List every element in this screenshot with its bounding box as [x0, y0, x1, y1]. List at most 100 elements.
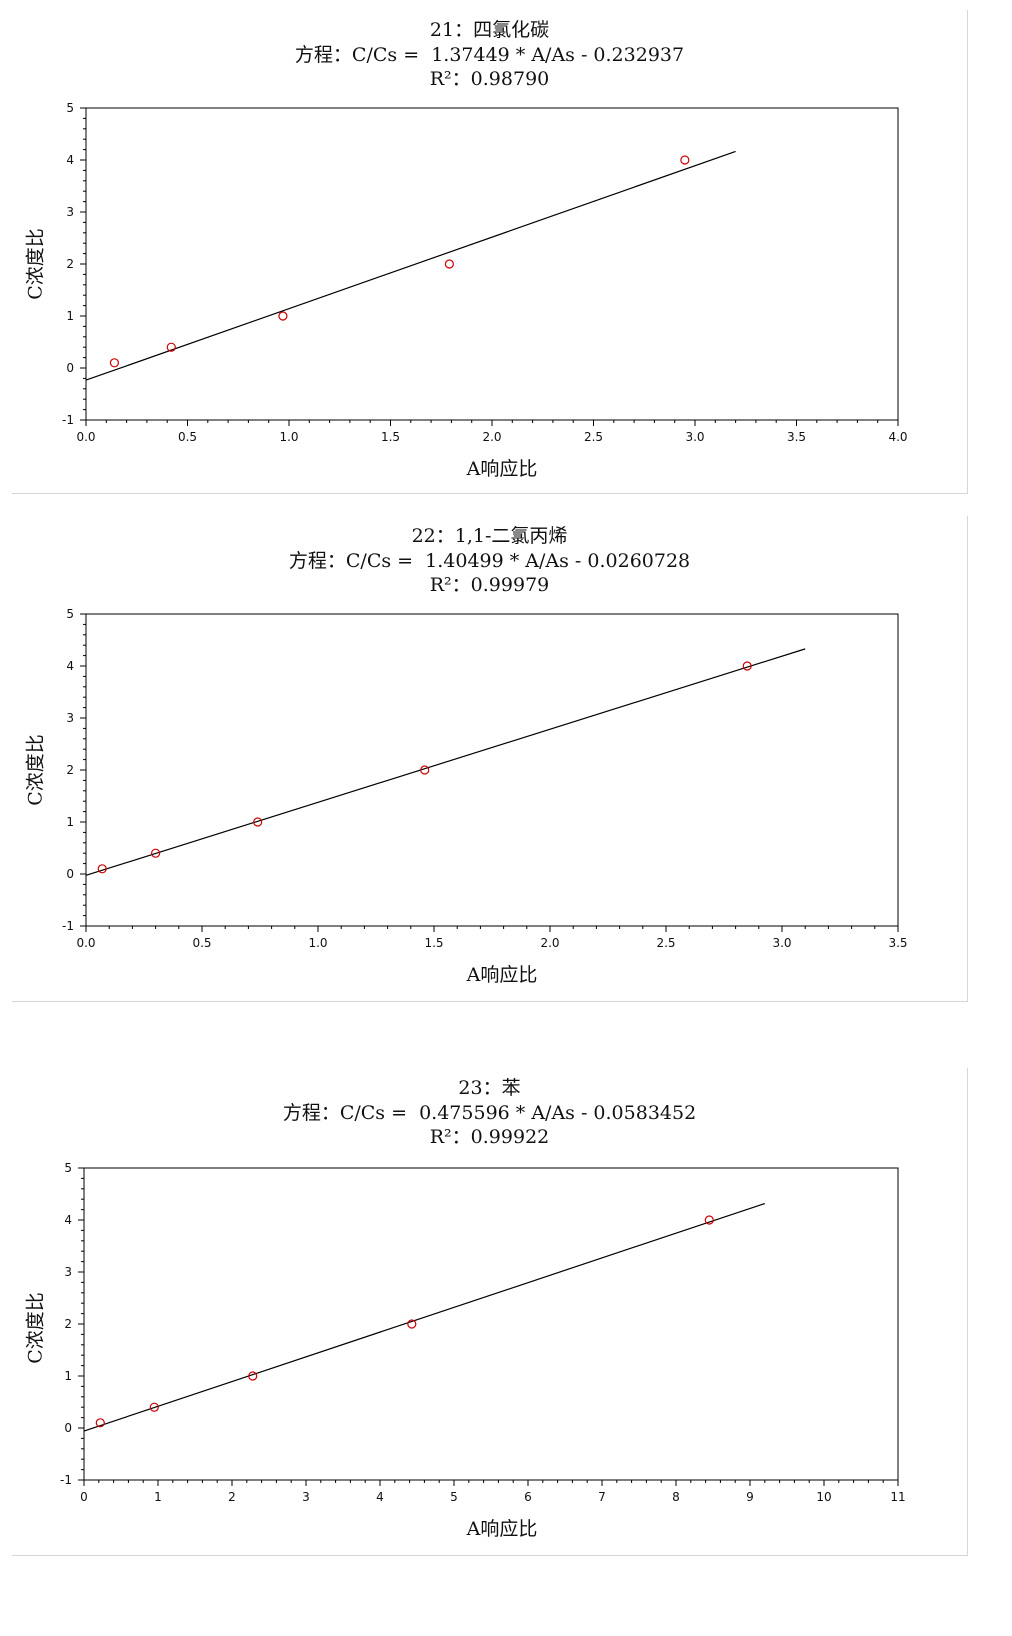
- x-tick-label: 7: [598, 1490, 606, 1504]
- r2-label: R²：: [429, 574, 471, 596]
- equation-label: 方程：: [282, 1102, 340, 1124]
- x-tick-label: 0.5: [178, 430, 197, 444]
- x-tick-label: 3.5: [787, 430, 806, 444]
- y-tick-label: 2: [64, 1317, 72, 1331]
- y-tick-label: 4: [66, 659, 74, 673]
- equation-line: 方程：C/Cs = 1.40499 * A/As - 0.0260728: [12, 549, 967, 574]
- x-tick-label: 1.5: [424, 936, 443, 950]
- x-tick-label: 3.0: [772, 936, 791, 950]
- data-point: [680, 155, 690, 165]
- y-tick-label: 3: [66, 205, 74, 219]
- data-point: [253, 817, 263, 827]
- equation-text: C/Cs = 1.40499 * A/As - 0.0260728: [345, 550, 691, 572]
- r2-value: 0.99979: [470, 574, 550, 596]
- chart-panel-2: 22：1,1-二氯丙烯 方程：C/Cs = 1.40499 * A/As - 0…: [12, 516, 968, 1002]
- data-point: [407, 1319, 417, 1329]
- chart-title: 21：四氯化碳: [429, 19, 550, 41]
- r2-label: R²：: [429, 1126, 471, 1148]
- x-tick-label: 11: [890, 1490, 905, 1504]
- y-tick-label: 4: [64, 1213, 72, 1227]
- equation-text: C/Cs = 1.37449 * A/As - 0.232937: [351, 44, 685, 66]
- chart-panel-1: 21：四氯化碳 方程：C/Cs = 1.37449 * A/As - 0.232…: [12, 10, 968, 494]
- x-tick-label: 4.0: [888, 430, 907, 444]
- x-tick-label: 0: [80, 1490, 88, 1504]
- x-tick-label: 0.0: [76, 936, 95, 950]
- x-tick-label: 3: [302, 1490, 310, 1504]
- equation-text: C/Cs = 0.475596 * A/As - 0.0583452: [339, 1102, 697, 1124]
- x-tick-label: 3.0: [685, 430, 704, 444]
- data-point: [704, 1215, 714, 1225]
- x-tick-label: 4: [376, 1490, 384, 1504]
- x-tick-label: 2: [228, 1490, 236, 1504]
- plot-area: 0.0 0.5 1.0 1.5 2.0 2.5 3.0 3.5 -1 0 1 2 3 4 5: [62, 607, 908, 950]
- x-tick-label: 2.5: [584, 430, 603, 444]
- equation-line: 方程：C/Cs = 0.475596 * A/As - 0.0583452: [12, 1101, 967, 1126]
- x-tick-label: 2.0: [540, 936, 559, 950]
- y-tick-label: 5: [66, 101, 74, 115]
- y-tick-label: 2: [66, 257, 74, 271]
- fit-line: [85, 648, 806, 876]
- r2-line: R²：0.99979: [12, 573, 967, 598]
- x-tick-label: 10: [816, 1490, 831, 1504]
- fit-line: [83, 1202, 765, 1432]
- x-tick-label: 1.0: [279, 430, 298, 444]
- r2-line: R²：0.98790: [12, 67, 967, 92]
- plot-area: 0.0 0.5 1.0 1.5 2.0 2.5 3.0 3.5 4.0 -1 0 1 2 3 4 5: [62, 101, 908, 444]
- x-axis-label: A响应比: [466, 1518, 538, 1540]
- x-tick-label: 2.0: [482, 430, 501, 444]
- data-point: [248, 1371, 258, 1381]
- y-tick-label: 1: [66, 309, 74, 323]
- y-tick-label: 1: [66, 815, 74, 829]
- y-tick-label: 4: [66, 153, 74, 167]
- y-tick-label: 5: [66, 607, 74, 621]
- data-point: [97, 864, 107, 874]
- x-axis-label: A响应比: [466, 964, 538, 986]
- x-axis-label: A响应比: [466, 458, 538, 480]
- x-tick-label: 1: [154, 1490, 162, 1504]
- y-tick-label: 3: [66, 711, 74, 725]
- y-tick-label: -1: [60, 1473, 72, 1487]
- y-tick-label: 5: [64, 1161, 72, 1175]
- data-point: [109, 358, 120, 368]
- r2-value: 0.99922: [470, 1126, 550, 1148]
- plot-area: 0 1 2 3 4 5 6 7 8 9 10 11 -1 0 1 2 3 4 5: [60, 1161, 906, 1504]
- data-point: [420, 765, 430, 775]
- data-point: [149, 1402, 159, 1412]
- plot-frame: [85, 107, 899, 421]
- x-tick-label: 1.0: [308, 936, 327, 950]
- y-tick-label: 3: [64, 1265, 72, 1279]
- x-tick-label: 8: [672, 1490, 680, 1504]
- equation-label: 方程：: [294, 44, 352, 66]
- x-tick-label: 1.5: [381, 430, 400, 444]
- x-tick-label: 2.5: [656, 936, 675, 950]
- y-tick-label: -1: [62, 413, 74, 427]
- fit-line: [85, 150, 736, 381]
- y-tick-label: 2: [66, 763, 74, 777]
- plot-frame: [83, 1167, 899, 1481]
- x-tick-label: 0.5: [192, 936, 211, 950]
- r2-label: R²：: [429, 68, 471, 90]
- data-point: [742, 661, 752, 671]
- chart-title: 22：1,1-二氯丙烯: [411, 525, 568, 547]
- y-tick-label: 1: [64, 1369, 72, 1383]
- x-tick-label: 9: [746, 1490, 754, 1504]
- equation-label: 方程：: [288, 550, 346, 572]
- chart-panel-3: 23：苯 方程：C/Cs = 0.475596 * A/As - 0.05834…: [12, 1068, 968, 1556]
- data-point: [444, 259, 454, 269]
- plot-frame: [85, 613, 899, 927]
- y-tick-label: 0: [66, 867, 74, 881]
- data-point: [95, 1418, 105, 1428]
- data-point: [151, 848, 161, 858]
- y-tick-label: -1: [62, 919, 74, 933]
- r2-value: 0.98790: [470, 68, 550, 90]
- equation-line: 方程：C/Cs = 1.37449 * A/As - 0.232937: [12, 43, 967, 68]
- data-point: [278, 311, 288, 321]
- x-tick-label: 3.5: [888, 936, 907, 950]
- x-tick-label: 6: [524, 1490, 532, 1504]
- chart-title: 23：苯: [458, 1077, 521, 1099]
- data-point: [166, 342, 176, 352]
- x-tick-label: 0.0: [76, 430, 95, 444]
- y-tick-label: 0: [64, 1421, 72, 1435]
- x-tick-label: 5: [450, 1490, 458, 1504]
- y-tick-label: 0: [66, 361, 74, 375]
